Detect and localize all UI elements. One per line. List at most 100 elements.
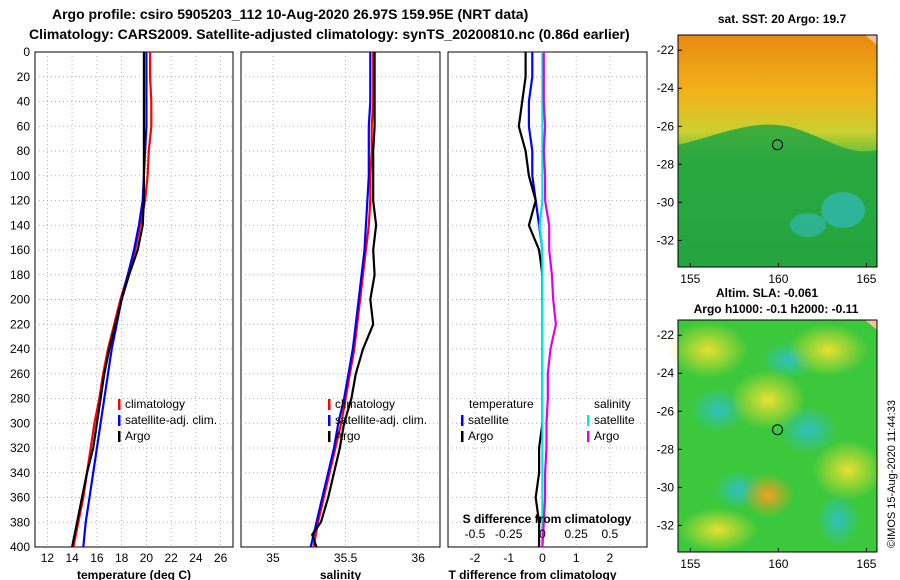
legend-label: satellite-adj. clim. <box>335 413 427 427</box>
map-x-tick-label: 165 <box>856 557 876 571</box>
x-tick-label: 12 <box>41 551 55 565</box>
sst-cool-patch <box>790 213 826 237</box>
legend-swatch <box>461 415 464 426</box>
top-axis-label: S difference from climatology <box>463 512 632 526</box>
x-tick-label: -2 <box>470 551 481 565</box>
legend-label: Argo <box>594 429 620 443</box>
map-y-tick-label: -26 <box>657 404 675 418</box>
y-tick-label: 0 <box>23 45 30 59</box>
y-tick-label: 40 <box>17 95 31 109</box>
y-tick-label: 280 <box>10 392 30 406</box>
legend-label: satellite <box>594 413 635 427</box>
y-tick-label: 20 <box>17 70 31 84</box>
sla-map-title: Altim. SLA: -0.061 <box>716 286 818 300</box>
sst-cool-region <box>678 124 877 267</box>
y-tick-label: 100 <box>10 169 30 183</box>
y-tick-label: 340 <box>10 466 30 480</box>
y-tick-label: 260 <box>10 367 30 381</box>
panel-frame <box>447 51 648 548</box>
sla-map-subtitle: Argo h1000: -0.1 h2000: -0.11 <box>694 302 859 316</box>
sst-map <box>678 35 877 267</box>
series-line-argo <box>71 52 145 548</box>
land-patch <box>865 320 877 330</box>
legend-label: climatology <box>125 397 185 411</box>
legend-swatch <box>587 415 590 426</box>
map-y-tick-label: -28 <box>657 442 675 456</box>
y-tick-label: 140 <box>10 218 30 232</box>
y-tick-label: 220 <box>10 317 30 331</box>
x-tick-label: 0 <box>539 551 546 565</box>
x-tick-label: 20 <box>140 551 154 565</box>
sla-high-patch <box>730 370 806 430</box>
series-line-s-satellite <box>538 52 544 547</box>
series-line-satellite-adj-clim- <box>309 52 372 548</box>
top-tick-label: 0.25 <box>564 527 588 541</box>
legend-swatch <box>328 431 331 442</box>
x-axis-label: T difference from climatology <box>448 568 616 580</box>
series-line-climatology <box>312 52 375 548</box>
x-tick-label: 26 <box>214 551 228 565</box>
map-y-tick-label: -24 <box>657 366 675 380</box>
imos-credit: ©IMOS 15-Aug-2020 11:44:33 <box>886 400 898 548</box>
y-tick-label: 60 <box>17 119 31 133</box>
map-x-tick-label: 155 <box>680 557 700 571</box>
legend-swatch <box>118 431 121 442</box>
legend-title-salinity: salinity <box>594 397 631 411</box>
sla-high-patch <box>668 322 748 378</box>
legend-swatch <box>118 415 121 426</box>
sla-high-patch <box>788 324 868 376</box>
x-tick-label: 24 <box>189 551 203 565</box>
sla-map <box>668 320 884 552</box>
map-y-tick-label: -30 <box>657 195 675 209</box>
x-axis-label: temperature (deg C) <box>77 568 191 580</box>
map-y-tick-label: -30 <box>657 480 675 494</box>
map-y-tick-label: -24 <box>657 81 675 95</box>
y-tick-label: 400 <box>10 540 30 554</box>
top-tick-label: -0.5 <box>465 527 486 541</box>
chart-title-line1: Argo profile: csiro 5905203_112 10-Aug-2… <box>52 6 529 22</box>
legend-swatch <box>328 415 331 426</box>
argo-position-marker <box>772 424 783 436</box>
map-x-tick-label: 155 <box>680 272 700 286</box>
x-tick-label: 35.5 <box>334 551 358 565</box>
y-tick-label: 240 <box>10 342 30 356</box>
land-patch <box>865 35 877 45</box>
y-tick-label: 320 <box>10 441 30 455</box>
legend-swatch <box>118 399 121 410</box>
top-tick-label: 0.5 <box>602 527 619 541</box>
y-tick-label: 180 <box>10 268 30 282</box>
x-tick-label: -1 <box>503 551 514 565</box>
map-y-tick-label: -26 <box>657 119 675 133</box>
y-tick-label: 80 <box>17 144 31 158</box>
legend-swatch <box>587 431 590 442</box>
legend-title-temperature: temperature <box>469 397 534 411</box>
x-tick-label: 22 <box>164 551 178 565</box>
legend-label: Argo <box>335 429 361 443</box>
legend-label: Argo <box>468 429 494 443</box>
x-tick-label: 16 <box>90 551 104 565</box>
legend-swatch <box>461 431 464 442</box>
x-tick-label: 14 <box>65 551 79 565</box>
sst-cool-patch <box>821 192 865 228</box>
chart-title-line2: Climatology: CARS2009. Satellite-adjuste… <box>29 26 630 42</box>
sst-map-title: sat. SST: 20 Argo: 19.7 <box>718 12 847 26</box>
sla-peak-patch <box>742 473 794 517</box>
legend-label: climatology <box>335 397 395 411</box>
sla-high-patch <box>678 508 758 552</box>
x-tick-label: 18 <box>115 551 129 565</box>
x-tick-label: 1 <box>573 551 580 565</box>
sla-high-patch <box>812 440 884 500</box>
series-line-argo <box>310 52 378 548</box>
map-y-tick-label: -32 <box>657 518 675 532</box>
legend-label: Argo <box>125 429 151 443</box>
y-tick-label: 200 <box>10 293 30 307</box>
y-tick-label: 360 <box>10 491 30 505</box>
legend-swatch <box>328 399 331 410</box>
sla-low-patch <box>816 494 860 546</box>
map-x-tick-label: 165 <box>856 272 876 286</box>
map-y-tick-label: -32 <box>657 233 675 247</box>
x-tick-label: 35 <box>266 551 280 565</box>
legend-label: satellite-adj. clim. <box>125 413 217 427</box>
y-tick-label: 160 <box>10 243 30 257</box>
